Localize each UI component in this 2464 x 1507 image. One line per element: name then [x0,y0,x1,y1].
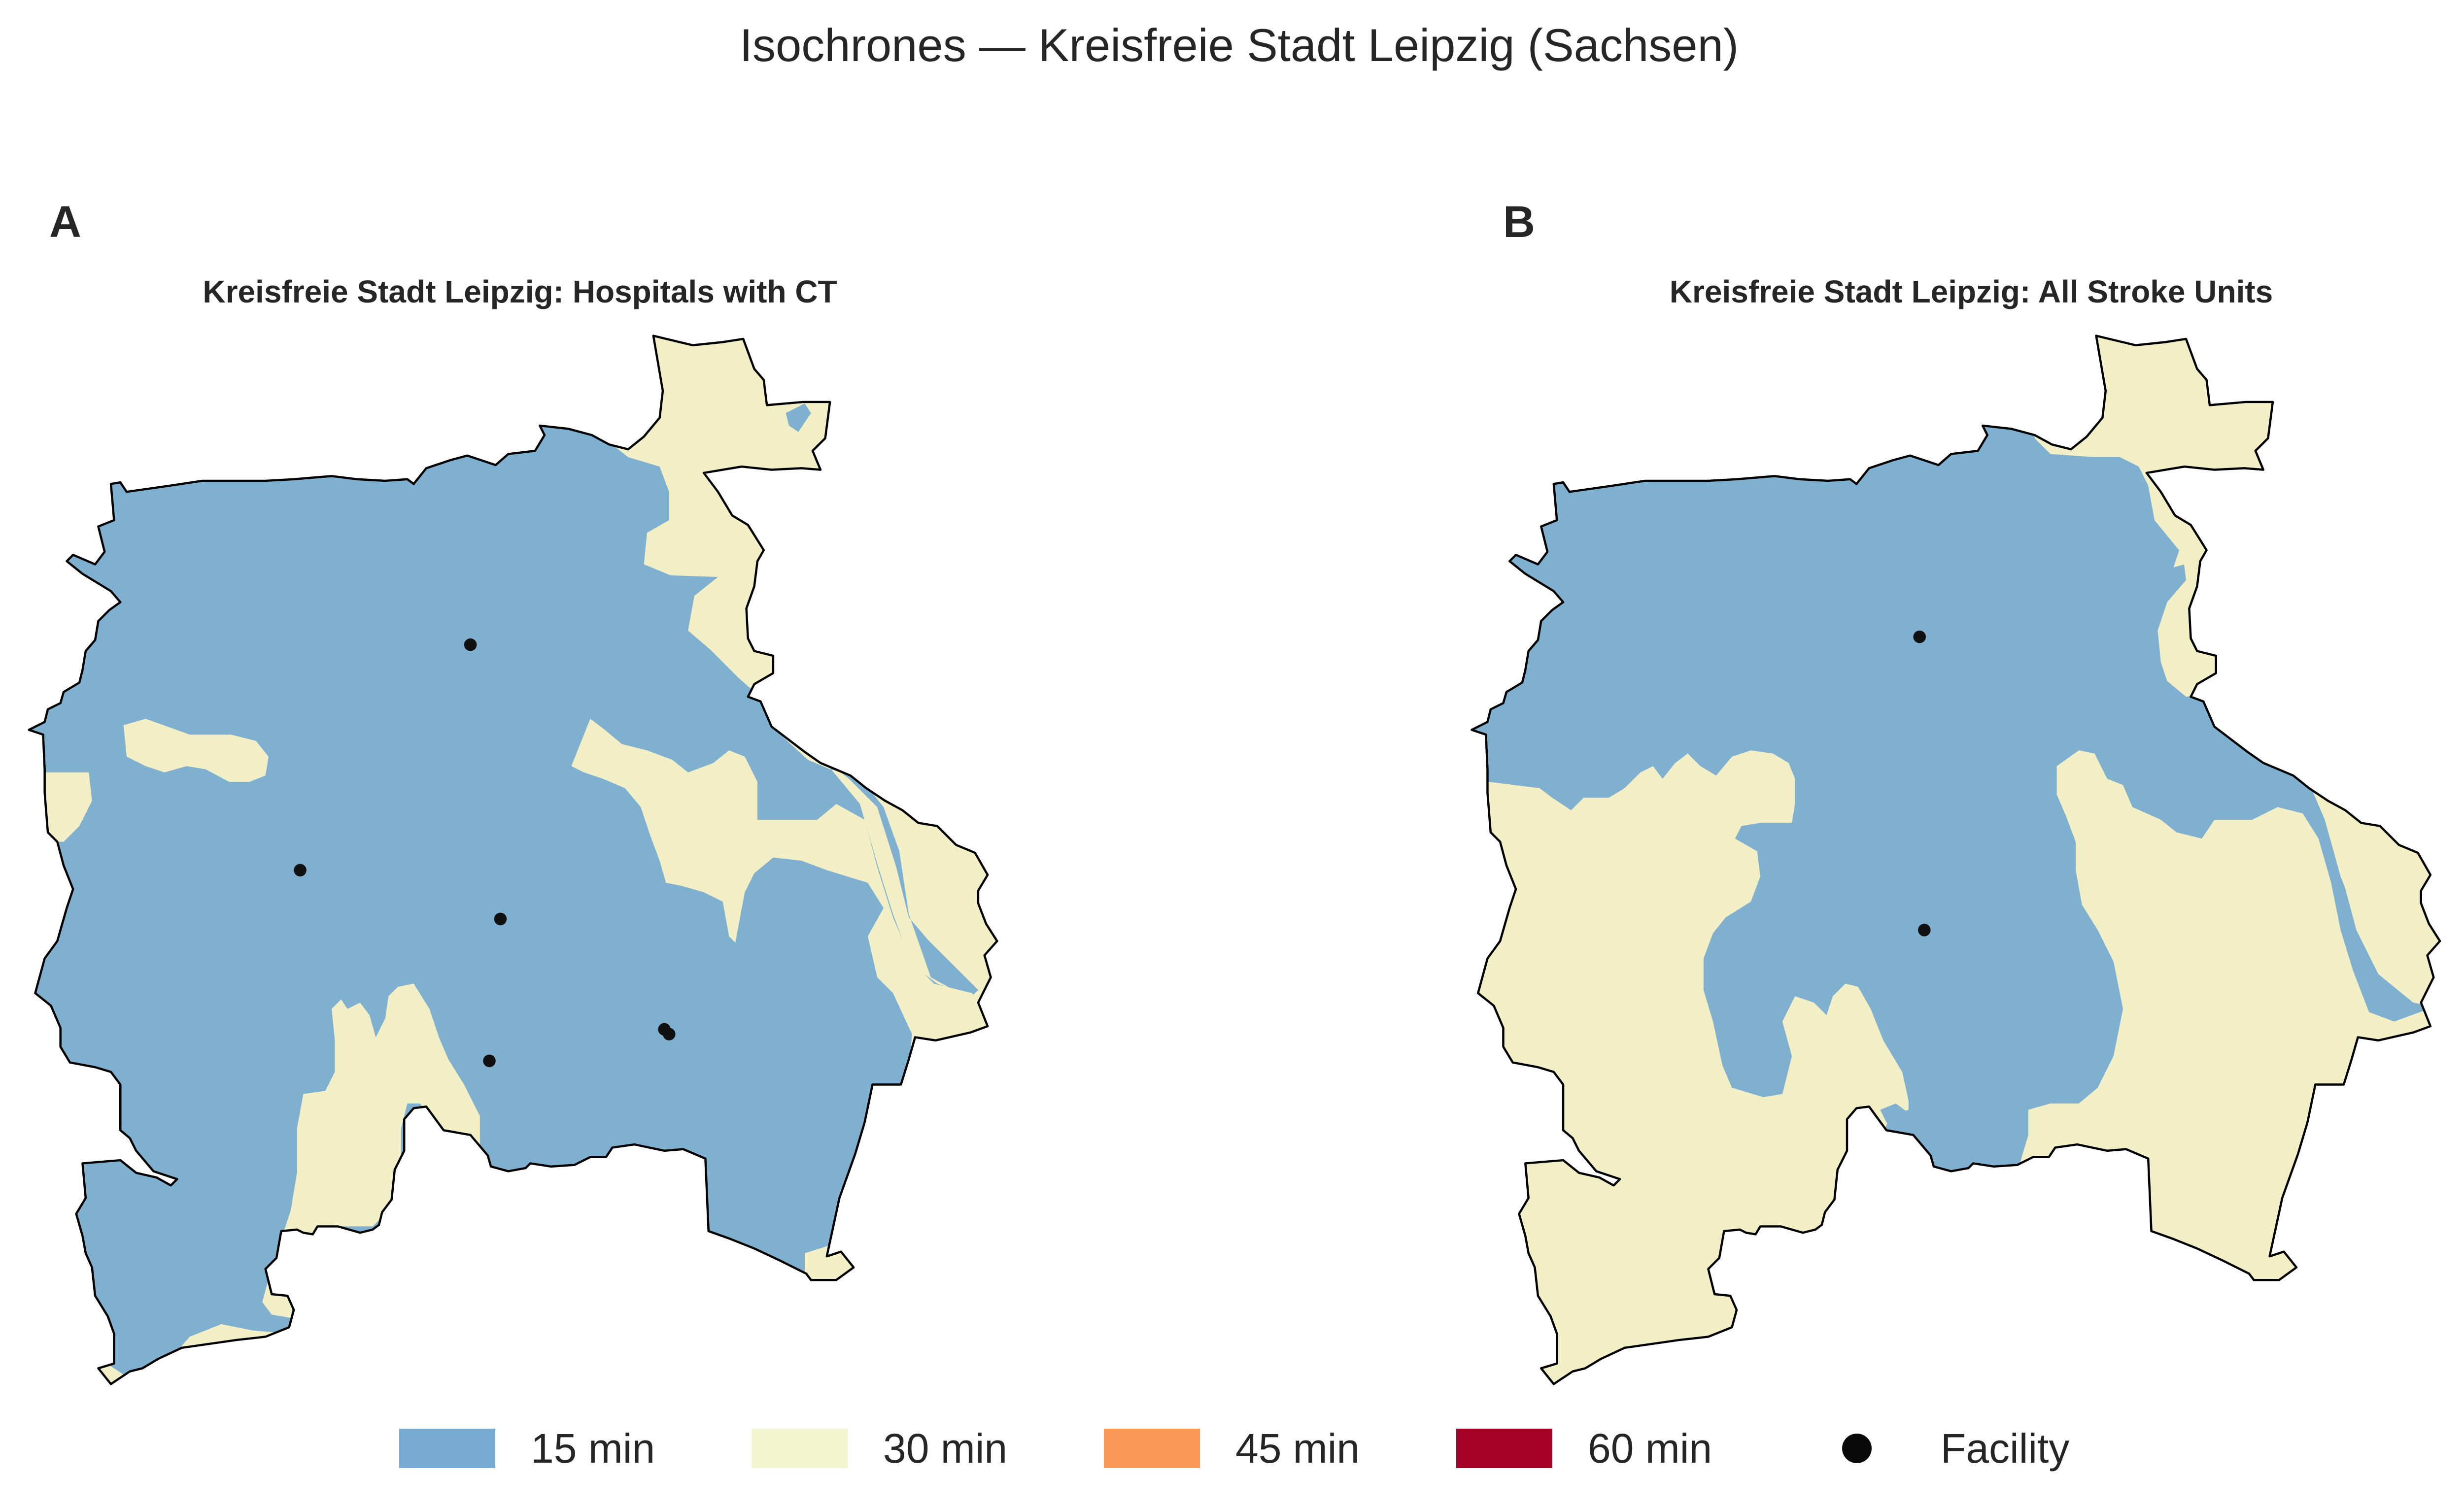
facility-marker [294,864,307,877]
panel-a-30min-east [571,719,997,1072]
facility-marker [464,638,477,651]
legend: 15 min 30 min 45 min 60 min Facility [0,1419,2464,1478]
panel-a-facilities [294,638,676,1068]
legend-item-45min: 45 min [1104,1419,1360,1478]
legend-swatch-30min [752,1429,848,1468]
panel-a-letter: A [49,198,81,247]
panel-a-map [0,315,1010,1419]
legend-item-60min: 60 min [1456,1419,1712,1478]
panel-b-title: Kreisfreie Stadt Leipzig: All Stroke Uni… [1669,274,2273,309]
legend-swatch-15min [399,1429,495,1468]
panel-b-map [1420,315,2461,1419]
facility-marker [483,1054,496,1068]
legend-item-30min: 30 min [752,1419,1007,1478]
panel-a-30min-island [123,719,269,782]
panel-a-15min-area [29,335,997,1384]
panel-b-15min-nib [1880,1103,1909,1126]
panel-b-letter: B [1503,198,1535,247]
facility-marker [662,1028,676,1040]
facility-marker [1918,924,1931,937]
legend-label: Facility [1941,1425,2070,1472]
legend-swatch-60min [1456,1429,1552,1468]
panel-b-30min-far-east [2325,819,2440,977]
panel-a-15min-zone [29,335,997,1384]
legend-label: 15 min [531,1425,655,1472]
legend-item-facility: Facility [1809,1419,2069,1478]
legend-swatch-45min [1104,1429,1200,1468]
facility-marker [1913,630,1926,643]
legend-label: 60 min [1588,1425,1712,1472]
facility-marker-icon [1842,1434,1872,1463]
panel-b-15min-zone [1472,335,2440,1384]
panel-a-30min-se-tip [804,1245,858,1285]
facility-marker [494,912,507,926]
legend-label: 45 min [1235,1425,1360,1472]
figure-title: Isochrones — Kreisfreie Stadt Leipzig (S… [739,19,1739,71]
legend-item-15min: 15 min [399,1419,655,1478]
panel-a-30min-south [262,983,480,1318]
panel-a-title: Kreisfreie Stadt Leipzig: Hospitals with… [203,274,837,309]
legend-label: 30 min [883,1425,1008,1472]
panel-a-15min-ne-speck [786,403,811,432]
panel-b-facilities [1913,630,1931,937]
